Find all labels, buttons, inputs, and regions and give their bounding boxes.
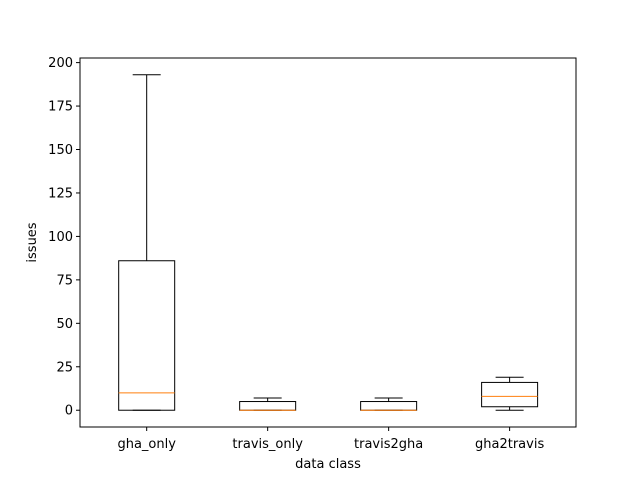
y-tick-label: 75	[56, 273, 73, 288]
y-tick-label: 150	[48, 143, 73, 158]
iqr-box	[118, 260, 176, 411]
box-travis_only	[239, 397, 297, 411]
y-tick-label: 100	[48, 230, 73, 245]
axes-frame	[79, 57, 577, 428]
plot-area	[118, 74, 539, 411]
box-gha2travis	[481, 376, 539, 411]
x-tick-label: gha_only	[117, 437, 176, 452]
y-tick-label: 125	[48, 186, 73, 201]
y-tick-label: 25	[56, 360, 73, 375]
y-tick-label: 50	[56, 317, 73, 332]
box-gha_only	[118, 74, 176, 411]
y-tick-label: 175	[48, 100, 73, 115]
y-axis: 0 25 50 75 100 125 150 175 200	[48, 56, 80, 419]
iqr-box	[481, 381, 539, 408]
x-tick-label: travis2gha	[354, 437, 423, 452]
y-tick-label: 200	[48, 56, 73, 71]
y-axis-label: issues	[25, 222, 40, 262]
x-tick-label: gha2travis	[475, 437, 544, 452]
x-tick-label: travis_only	[232, 437, 303, 452]
x-axis-label: data class	[295, 457, 361, 472]
y-tick-label: 0	[65, 404, 73, 419]
x-axis: gha_only travis_only travis2gha gha2travis	[117, 427, 544, 452]
box-travis2gha	[360, 397, 418, 411]
